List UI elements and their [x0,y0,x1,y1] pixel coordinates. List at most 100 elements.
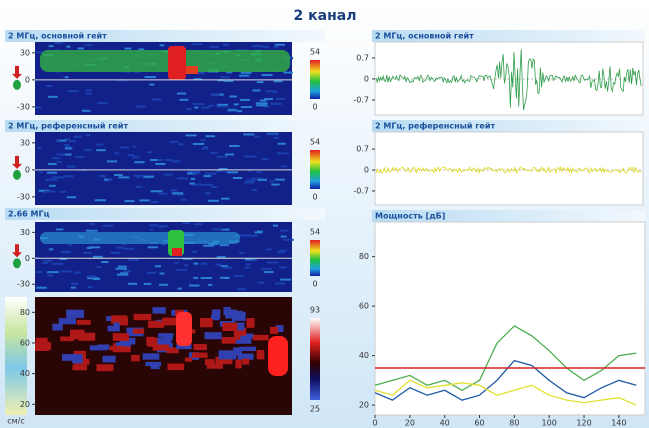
spectrogram-speckle [193,263,198,265]
spectrogram-speckle [86,93,92,95]
x-tick-label: 40 [440,419,450,428]
spectrogram-speckle [211,228,222,230]
spectrogram-speckle [85,134,90,136]
spectrogram-speckle [203,175,210,177]
spectrogram-speckle [151,190,163,192]
spectrogram-speckle [190,183,195,185]
spectrogram-speckle [39,171,43,173]
spectrogram-speckle [254,136,260,138]
spectrogram-speckle [128,283,137,285]
spectrogram-speckle [183,222,190,224]
doppler-speckle [72,365,87,371]
spectrogram-speckle [63,144,69,146]
spectrogram-speckle [205,192,210,194]
spectrogram-speckle [68,244,72,246]
spectrogram-speckle [159,284,168,286]
spectrogram-speckle [234,275,244,277]
spectrogram-speckle [125,200,135,202]
spectrogram-speckle [56,228,63,230]
doppler-speckle [134,314,152,320]
y-tick-label: -0.7 [353,95,369,104]
spectrogram-speckle [118,266,127,268]
spectrogram-speckle [273,225,278,227]
spectrogram-speckle [192,43,202,45]
spectrogram-speckle [174,262,178,264]
y-tick-label: 20 [20,400,30,409]
colorbar-min: 25 [310,405,320,414]
spectrogram-speckle [96,144,103,146]
panel-title: 2 МГц, референсный гейт [8,122,128,131]
spectrogram-speckle [221,198,230,200]
spectrogram-speckle [48,274,54,276]
spectrogram-speckle [186,108,192,110]
y-tick-label: 0 [25,254,30,263]
gate-marker [13,170,21,180]
doppler-speckle [162,318,176,326]
colorbar-max: 93 [310,306,320,315]
spectrogram-speckle [129,259,139,261]
spectrogram-speckle [274,80,283,82]
doppler-speckle [96,364,113,371]
spectrogram-speckle [85,149,93,151]
spectrogram-speckle [155,163,165,165]
spectrogram-speckle [176,269,187,271]
spectrogram-speckle [120,146,129,148]
spectrogram-band [40,50,290,72]
panel-title: 2 МГц, основной гейт [375,32,474,41]
spectrogram-speckle [278,143,286,145]
spectrogram-speckle [147,151,152,153]
spectrogram-speckle [204,146,208,148]
spectrogram-speckle [211,93,220,95]
doppler-speckle [253,335,269,340]
spectrogram-speckle [114,152,119,154]
spectrogram-speckle [281,236,287,238]
spectrogram-speckle [271,184,279,186]
panel-title: Мощность [дБ] [375,212,445,221]
spectrogram-speckle [234,103,239,105]
spectrogram-speckle [64,175,74,177]
spectrogram-speckle [239,75,249,77]
spectrogram-speckle [228,171,238,173]
spectrogram-speckle [74,136,82,138]
spectrogram-speckle [258,282,265,284]
doppler-speckle [242,359,249,365]
spectrogram-peak [168,46,186,80]
spectrogram-speckle [237,288,246,290]
spectrogram-speckle [159,226,163,228]
doppler-speckle [59,318,76,324]
colorbar-min: 0 [312,103,317,112]
doppler-speckle [78,333,95,341]
spectrogram-speckle [37,147,41,149]
spectrogram-speckle [160,273,165,275]
spectrogram-speckle [273,137,278,139]
doppler-speckle [90,345,107,350]
spectrogram-speckle [192,251,198,253]
spectrogram-speckle [61,270,72,272]
spectrogram-speckle [233,177,242,179]
spectrogram-speckle [52,176,59,178]
spectrogram-peak [186,66,198,74]
spectrogram-speckle [172,192,183,194]
spectrogram-speckle [132,156,139,158]
gate-marker [13,258,21,268]
spectrogram-speckle [108,178,113,180]
doppler-speckle [145,362,161,366]
spectrogram-speckle [86,276,96,278]
y-tick-label: 30 [20,138,30,147]
spectrogram-speckle [71,287,76,289]
spectrogram-speckle [111,252,121,254]
spectrogram-speckle [65,76,69,78]
spectrogram-speckle [222,267,232,269]
doppler-speckle [158,333,173,337]
spectrogram-speckle [134,175,145,177]
spectrogram-speckle [96,266,101,268]
spectrogram-speckle [244,156,256,158]
doppler-peak [176,312,192,346]
y-tick-label: 20 [359,401,369,410]
spectrogram-speckle [95,199,106,201]
spectrogram-speckle [82,110,91,112]
spectrogram-speckle [240,99,250,101]
spectrogram-speckle [96,149,106,151]
y-tick-label: 40 [20,369,30,378]
spectrogram-speckle [127,154,134,156]
